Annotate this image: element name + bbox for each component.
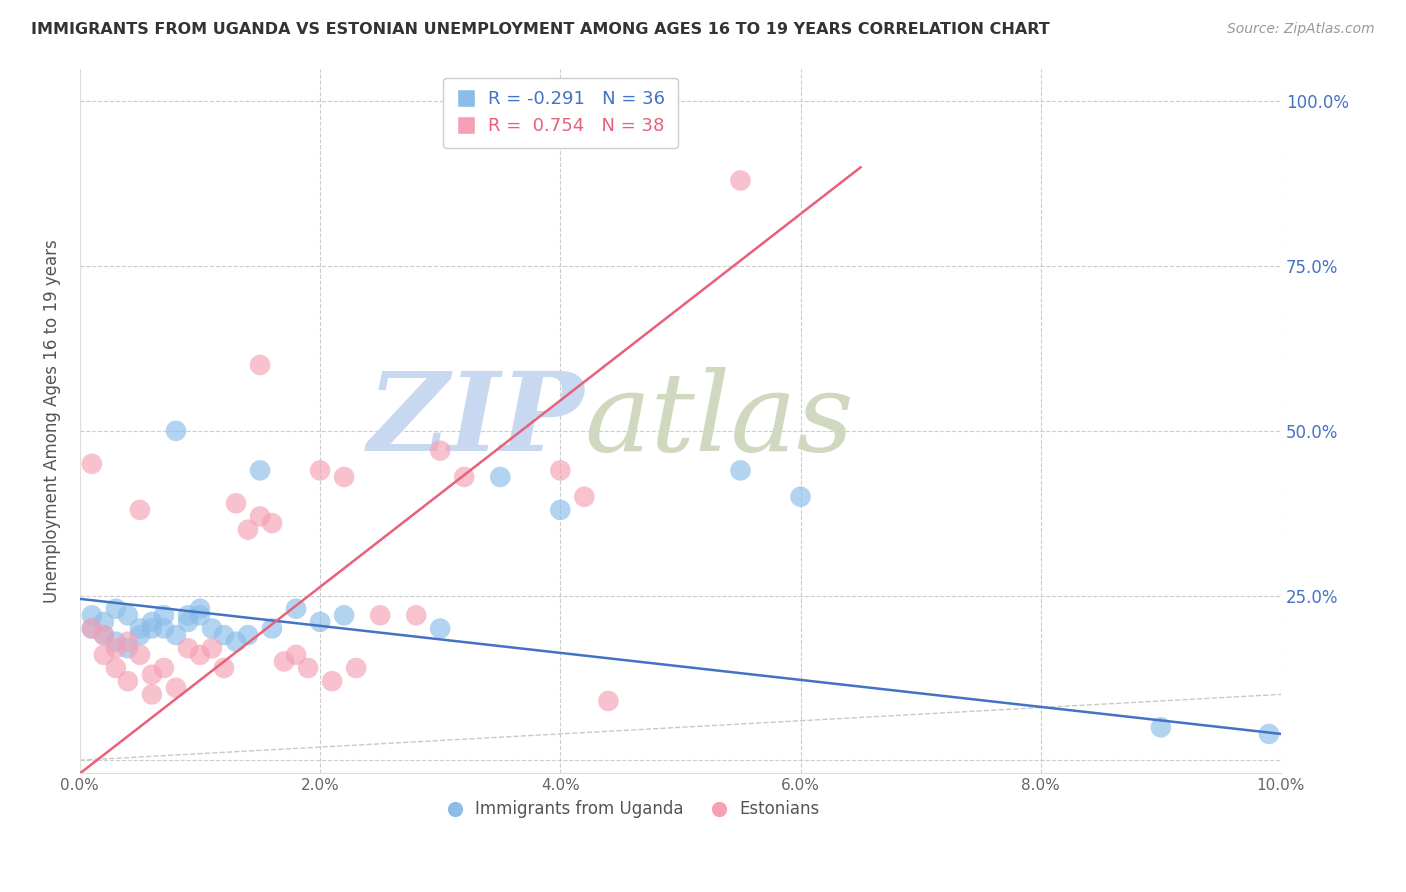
Point bbox=[93, 628, 115, 642]
Point bbox=[789, 490, 811, 504]
Point bbox=[177, 615, 200, 629]
Point bbox=[141, 615, 163, 629]
Point bbox=[165, 424, 187, 438]
Point bbox=[309, 615, 332, 629]
Point bbox=[321, 674, 343, 689]
Point bbox=[141, 667, 163, 681]
Point bbox=[129, 648, 152, 662]
Point bbox=[297, 661, 319, 675]
Point bbox=[80, 457, 103, 471]
Point bbox=[93, 615, 115, 629]
Text: atlas: atlas bbox=[585, 368, 853, 475]
Point bbox=[129, 622, 152, 636]
Text: Source: ZipAtlas.com: Source: ZipAtlas.com bbox=[1227, 22, 1375, 37]
Point bbox=[285, 601, 308, 615]
Point bbox=[273, 655, 295, 669]
Point bbox=[309, 463, 332, 477]
Point bbox=[550, 463, 572, 477]
Point bbox=[201, 641, 224, 656]
Point bbox=[249, 463, 271, 477]
Point bbox=[80, 622, 103, 636]
Point bbox=[153, 661, 176, 675]
Point bbox=[429, 622, 451, 636]
Point bbox=[188, 608, 211, 623]
Point bbox=[730, 173, 752, 187]
Point bbox=[249, 509, 271, 524]
Point bbox=[225, 496, 247, 510]
Point bbox=[93, 648, 115, 662]
Point bbox=[129, 628, 152, 642]
Point bbox=[141, 622, 163, 636]
Point bbox=[117, 641, 139, 656]
Point bbox=[453, 470, 475, 484]
Point bbox=[153, 608, 176, 623]
Point bbox=[80, 608, 103, 623]
Y-axis label: Unemployment Among Ages 16 to 19 years: Unemployment Among Ages 16 to 19 years bbox=[44, 239, 60, 603]
Point bbox=[212, 661, 235, 675]
Point bbox=[260, 622, 283, 636]
Point bbox=[249, 358, 271, 372]
Point bbox=[236, 523, 259, 537]
Point bbox=[1258, 727, 1281, 741]
Point bbox=[165, 681, 187, 695]
Point bbox=[188, 648, 211, 662]
Point bbox=[104, 634, 127, 648]
Point bbox=[104, 601, 127, 615]
Point bbox=[153, 622, 176, 636]
Point bbox=[177, 641, 200, 656]
Point bbox=[104, 661, 127, 675]
Point bbox=[129, 503, 152, 517]
Point bbox=[117, 608, 139, 623]
Point bbox=[598, 694, 620, 708]
Point bbox=[333, 608, 356, 623]
Point bbox=[117, 674, 139, 689]
Point bbox=[177, 608, 200, 623]
Point bbox=[344, 661, 367, 675]
Point bbox=[141, 687, 163, 701]
Point bbox=[368, 608, 391, 623]
Point bbox=[201, 622, 224, 636]
Point bbox=[730, 463, 752, 477]
Point bbox=[260, 516, 283, 530]
Point bbox=[333, 470, 356, 484]
Text: ZIP: ZIP bbox=[368, 368, 585, 475]
Point bbox=[93, 628, 115, 642]
Point bbox=[1150, 720, 1173, 734]
Point bbox=[165, 628, 187, 642]
Point bbox=[489, 470, 512, 484]
Legend: Immigrants from Uganda, Estonians: Immigrants from Uganda, Estonians bbox=[439, 794, 825, 825]
Point bbox=[104, 641, 127, 656]
Point bbox=[236, 628, 259, 642]
Point bbox=[80, 622, 103, 636]
Point bbox=[550, 503, 572, 517]
Point bbox=[405, 608, 427, 623]
Point bbox=[429, 443, 451, 458]
Point bbox=[117, 634, 139, 648]
Point bbox=[225, 634, 247, 648]
Point bbox=[285, 648, 308, 662]
Point bbox=[212, 628, 235, 642]
Point bbox=[574, 490, 596, 504]
Text: IMMIGRANTS FROM UGANDA VS ESTONIAN UNEMPLOYMENT AMONG AGES 16 TO 19 YEARS CORREL: IMMIGRANTS FROM UGANDA VS ESTONIAN UNEMP… bbox=[31, 22, 1050, 37]
Point bbox=[188, 601, 211, 615]
